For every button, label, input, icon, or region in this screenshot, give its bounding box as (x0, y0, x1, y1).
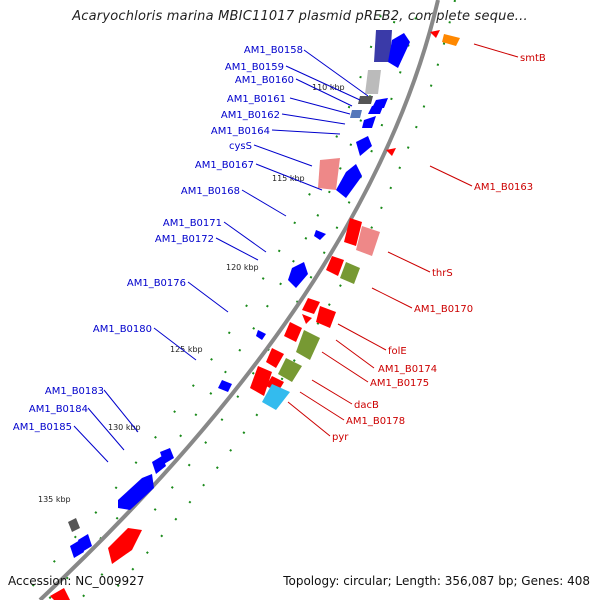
gene-label-am1-b0163[interactable]: AM1_B0163 (474, 182, 533, 193)
gene-label-cyss[interactable]: cysS (229, 141, 252, 152)
genes-label: Genes: (521, 574, 564, 588)
gene-label-am1-b0176[interactable]: AM1_B0176 (127, 278, 186, 289)
gene-label-am1-b0159[interactable]: AM1_B0159 (225, 62, 284, 73)
gene-label-am1-b0160[interactable]: AM1_B0160 (235, 75, 294, 86)
tick-110: 110 kbp (312, 83, 345, 92)
gene-label-dacb[interactable]: dacB (354, 400, 379, 411)
gene-label-am1-b0183[interactable]: AM1_B0183 (45, 386, 104, 397)
tick-135: 135 kbp (38, 495, 71, 504)
sequence-summary: Topology: circular; Length: 356,087 bp; … (283, 574, 590, 588)
gene-label-am1-b0164[interactable]: AM1_B0164 (211, 126, 270, 137)
gene-label-fole[interactable]: folE (388, 346, 407, 357)
gene-label-pyr[interactable]: pyr (332, 432, 349, 443)
right-strand-features (50, 30, 460, 600)
accession-value: NC_009927 (75, 574, 145, 588)
gene-label-am1-b0180[interactable]: AM1_B0180 (93, 324, 152, 335)
gene-label-am1-b0172[interactable]: AM1_B0172 (155, 234, 214, 245)
gene-label-am1-b0170[interactable]: AM1_B0170 (414, 304, 473, 315)
tick-130: 130 kbp (108, 423, 141, 432)
length-value: 356,087 bp (444, 574, 514, 588)
gc-track-inner (47, 0, 401, 600)
gene-label-am1-b0171[interactable]: AM1_B0171 (163, 218, 222, 229)
left-leader-lines (73, 49, 369, 463)
genes-value: 408 (567, 574, 590, 588)
accession-label: Accession: (8, 574, 72, 588)
left-strand-features (68, 30, 410, 558)
right-gene-labels: smtB AM1_B0163 thrS AM1_B0170 folE AM1_B… (332, 53, 546, 443)
left-gene-labels: AM1_B0158 AM1_B0159 AM1_B0160 AM1_B0161 … (13, 45, 303, 433)
length-label: Length: (395, 574, 441, 588)
gene-label-am1-b0158[interactable]: AM1_B0158 (244, 45, 303, 56)
gene-label-am1-b0184[interactable]: AM1_B0184 (29, 404, 88, 415)
topology-label: Topology: (283, 574, 340, 588)
gene-label-thrs[interactable]: thrS (432, 268, 453, 279)
gc-track-outer (104, 0, 456, 600)
accession-info: Accession: NC_009927 (8, 574, 144, 588)
topology-value: circular (343, 574, 388, 588)
kbp-ticks: 110 kbp 115 kbp 120 kbp 125 kbp 130 kbp … (38, 83, 345, 504)
tick-120: 120 kbp (226, 263, 259, 272)
gene-label-am1-b0168[interactable]: AM1_B0168 (181, 186, 240, 197)
plasmid-backbone (38, 0, 440, 600)
gene-label-am1-b0167[interactable]: AM1_B0167 (195, 160, 254, 171)
gene-label-am1-b0162[interactable]: AM1_B0162 (221, 110, 280, 121)
tick-125: 125 kbp (170, 345, 203, 354)
right-leader-lines (287, 43, 519, 437)
gene-label-smtb[interactable]: smtB (520, 53, 546, 64)
gene-label-am1-b0175[interactable]: AM1_B0175 (370, 378, 429, 389)
gene-label-am1-b0185[interactable]: AM1_B0185 (13, 422, 72, 433)
tick-115: 115 kbp (272, 174, 305, 183)
map-title: Acaryochloris marina MBIC11017 plasmid p… (72, 9, 528, 24)
gene-label-am1-b0161[interactable]: AM1_B0161 (227, 94, 286, 105)
gene-label-am1-b0178[interactable]: AM1_B0178 (346, 416, 405, 427)
gene-label-am1-b0174[interactable]: AM1_B0174 (378, 364, 437, 375)
